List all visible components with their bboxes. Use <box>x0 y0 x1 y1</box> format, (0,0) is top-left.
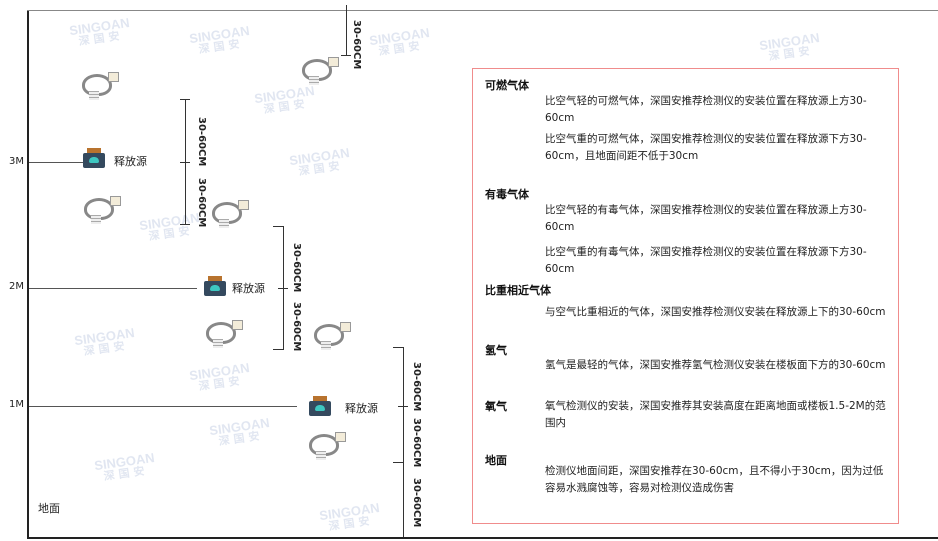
gas-detector-icon <box>310 322 351 350</box>
release-source-icon <box>204 276 226 296</box>
section-text: 比空气重的可燃气体，深国安推荐检测仪的安装位置在释放源下方30-60cm，且地面… <box>545 133 867 162</box>
watermark: SINGOAN 深国安 <box>253 82 316 117</box>
dimension-tick <box>180 99 190 100</box>
release-source-icon <box>83 148 105 168</box>
dimension-tick <box>273 349 283 350</box>
watermark: SINGOAN 深国安 <box>368 24 431 59</box>
dimension-tick <box>180 162 190 163</box>
section-text: 氢气是最轻的气体，深国安推荐氢气检测仪安装在楼板面下方的30-60cm <box>545 359 886 371</box>
release-source-icon <box>309 396 331 416</box>
left-wall <box>27 10 29 538</box>
dimension-label: 30-60CM <box>291 302 302 352</box>
dimension-label: 30-60CM <box>196 178 207 228</box>
dimension-label: 30-60CM <box>291 243 302 293</box>
floor-label-3m: 3M <box>9 156 24 167</box>
section-title: 可燃气体 <box>485 79 529 92</box>
dimension-tick <box>393 347 403 348</box>
watermark: SINGOAN 深国安 <box>288 144 351 179</box>
section-text: 比空气重的有毒气体，深国安推荐检测仪的安装位置在释放源下方30-60cm <box>545 246 867 275</box>
dimension-label: 30-60CM <box>411 362 422 412</box>
watermark: SINGOAN 深国安 <box>93 449 156 484</box>
release-source-label: 释放源 <box>114 155 147 168</box>
watermark: SINGOAN 深国安 <box>758 29 821 64</box>
gas-detector-icon <box>208 200 249 228</box>
dimension-tick <box>278 288 288 289</box>
dimension-line <box>346 5 347 55</box>
section-title: 氢气 <box>485 344 507 357</box>
section-title: 氧气 <box>485 400 507 413</box>
dimension-label: 30-60CM <box>411 478 422 528</box>
watermark: SINGOAN 深国安 <box>188 22 251 57</box>
section-text: 比空气轻的可燃气体，深国安推荐检测仪的安装位置在释放源上方30-60cm <box>545 95 867 124</box>
ceiling-line <box>27 10 938 11</box>
floor-line-1m <box>29 406 297 407</box>
floor-label-ground: 地面 <box>38 502 60 515</box>
dimension-line <box>403 347 404 537</box>
dimension-tick <box>273 226 283 227</box>
watermark: SINGOAN 深国安 <box>208 414 271 449</box>
watermark: SINGOAN 深国安 <box>73 324 136 359</box>
section-text: 氧气检测仪的安装，深国安推荐其安装高度在距离地面或楼板1.5-2M的范围内 <box>545 400 886 429</box>
watermark: SINGOAN 深国安 <box>138 209 201 244</box>
gas-detector-icon <box>202 320 243 348</box>
explanation-panel: 可燃气体 比空气轻的可燃气体，深国安推荐检测仪的安装位置在释放源上方30-60c… <box>472 68 899 524</box>
gas-detector-icon <box>298 57 339 85</box>
watermark: SINGOAN 深国安 <box>318 499 381 534</box>
dimension-label: 30-60CM <box>196 117 207 167</box>
floor-label-2m: 2M <box>9 281 24 292</box>
section-text: 比空气轻的有毒气体，深国安推荐检测仪的安装位置在释放源上方30-60cm <box>545 204 867 233</box>
dimension-tick <box>341 55 351 56</box>
gas-detector-icon <box>305 432 346 460</box>
floor-label-1m: 1M <box>9 399 24 410</box>
floor-line-2m <box>29 288 197 289</box>
ground-line <box>27 537 938 539</box>
section-text: 与空气比重相近的气体，深国安推荐检测仪安装在释放源上下的30-60cm <box>545 306 886 318</box>
watermark: SINGOAN 深国安 <box>188 359 251 394</box>
watermark: SINGOAN 深国安 <box>68 14 131 49</box>
gas-detector-icon <box>80 196 121 224</box>
dimension-label: 30-60CM <box>411 418 422 468</box>
dimension-tick <box>393 462 403 463</box>
section-text: 检测仪地面间距，深国安推荐在30-60cm，且不得小于30cm，因为过低容易水溅… <box>545 465 884 494</box>
dimension-label: 30-60CM <box>351 20 362 70</box>
gas-detector-icon <box>78 72 119 100</box>
dimension-tick <box>398 406 408 407</box>
dimension-tick <box>180 224 190 225</box>
release-source-label: 释放源 <box>345 402 378 415</box>
release-source-label: 释放源 <box>232 282 265 295</box>
section-title: 地面 <box>485 454 507 467</box>
section-title: 有毒气体 <box>485 188 529 201</box>
section-title: 比重相近气体 <box>485 284 551 297</box>
floor-line-3m <box>29 162 84 163</box>
